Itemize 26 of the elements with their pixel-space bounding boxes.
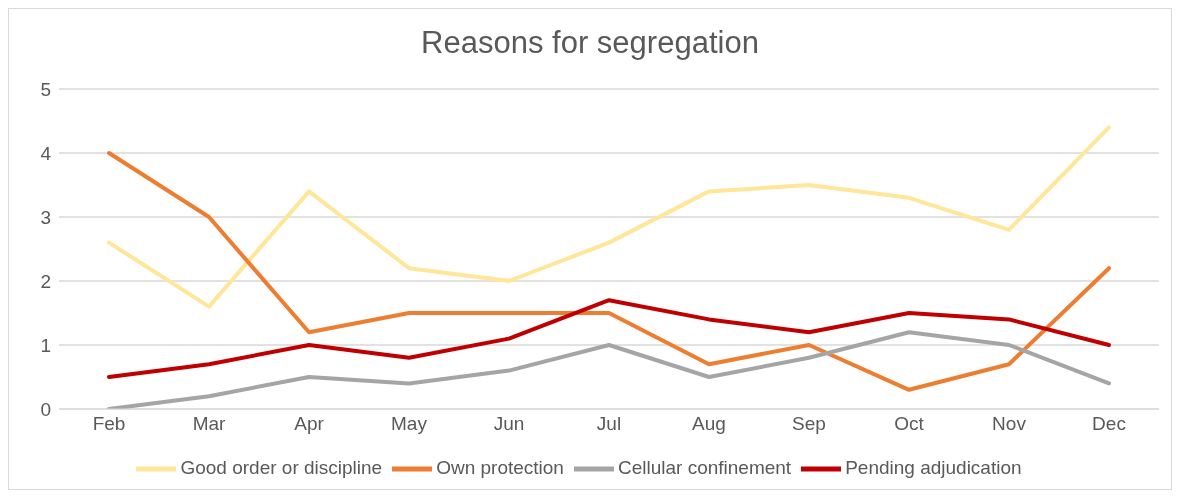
x-tick-label: Jun xyxy=(493,413,525,435)
x-tick-label: Jul xyxy=(596,413,622,435)
y-tick-label: 5 xyxy=(40,78,51,100)
x-tick-label: Dec xyxy=(1092,413,1126,435)
y-tick-label: 2 xyxy=(40,270,51,292)
x-tick-label: Feb xyxy=(92,413,126,435)
legend-label: Cellular confinement xyxy=(617,457,792,479)
y-tick-label: 1 xyxy=(40,334,51,356)
legend-label: Pending adjudication xyxy=(845,457,1022,479)
x-tick-label: Aug xyxy=(692,413,726,435)
y-tick-label: 3 xyxy=(40,206,51,228)
x-tick-label: Mar xyxy=(192,413,227,435)
legend-label: Own protection xyxy=(436,457,564,479)
line-series xyxy=(107,125,1111,309)
x-tick-label: May xyxy=(391,413,428,435)
chart-title: Reasons for segregation xyxy=(420,24,760,62)
legend-label: Good order or discipline xyxy=(180,457,383,479)
y-tick-label: 0 xyxy=(40,398,51,420)
line-series xyxy=(107,330,1111,409)
line-series xyxy=(107,298,1111,379)
y-tick-label: 4 xyxy=(40,142,52,164)
x-tick-label: Oct xyxy=(894,413,925,435)
x-tick-label: Sep xyxy=(792,413,826,435)
x-tick-label: Apr xyxy=(294,413,325,435)
line-series xyxy=(107,151,1111,392)
x-tick-label: Nov xyxy=(992,413,1027,435)
